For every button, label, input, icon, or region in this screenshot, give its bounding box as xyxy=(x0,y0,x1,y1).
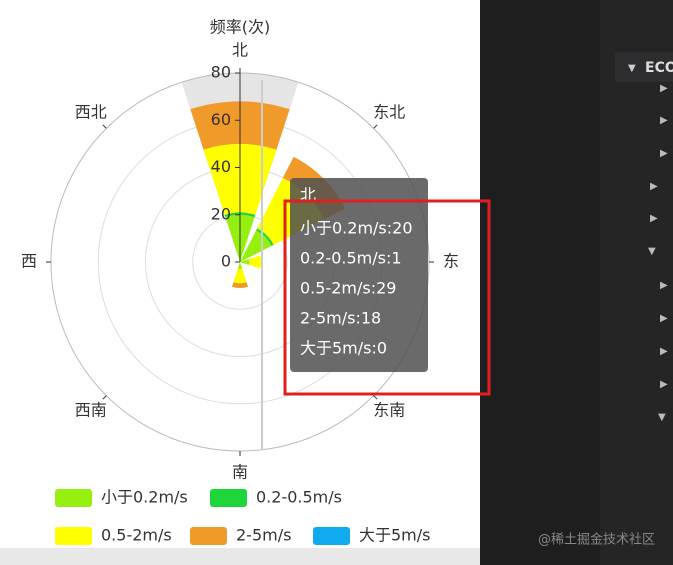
svg-text:▼: ▼ xyxy=(648,246,656,257)
radius-axis-name: 频率(次) xyxy=(210,18,271,37)
angle-label: 西南 xyxy=(75,401,107,420)
legend-swatch xyxy=(55,489,92,507)
bar xyxy=(233,268,247,284)
svg-text:▶: ▶ xyxy=(660,83,668,94)
tooltip: 北 小于0.2m/s:20 0.2-0.5m/s:1 0.5-2m/s:29 2… xyxy=(290,178,428,372)
angle-label: 南 xyxy=(232,463,248,482)
angle-label: 东 xyxy=(443,252,459,271)
angle-label: 北 xyxy=(232,41,248,60)
bar xyxy=(237,262,243,270)
svg-text:▶: ▶ xyxy=(660,115,668,126)
bar xyxy=(248,255,262,269)
tooltip-box xyxy=(290,178,428,372)
collapse-arrow: ▼ xyxy=(628,63,636,74)
legend-label: 2-5m/s xyxy=(236,526,291,545)
tooltip-line: 大于5m/s:0 xyxy=(300,339,387,358)
explorer-header xyxy=(615,52,673,82)
tree-arrows: ▶ ▶ ▶ ▶ ▶ ▼ ▶ ▶ ▶ ▶ ▼ xyxy=(648,83,668,423)
legend-swatch xyxy=(55,527,92,545)
svg-text:▶: ▶ xyxy=(660,280,668,291)
highlight-box xyxy=(283,199,491,396)
svg-text:▶: ▶ xyxy=(650,213,658,224)
angle-label: 西北 xyxy=(75,102,107,121)
angle-tick xyxy=(373,395,378,400)
y-tick-label: 80 xyxy=(211,63,231,82)
tooltip-line: 2-5m/s:18 xyxy=(300,309,381,328)
explorer-section: ECO xyxy=(645,60,673,76)
legend-swatch xyxy=(210,489,247,507)
y-tick-label: 60 xyxy=(211,110,231,129)
bar xyxy=(256,228,274,246)
tooltip-line: 0.5-2m/s:29 xyxy=(300,279,396,298)
svg-text:▶: ▶ xyxy=(660,346,668,357)
y-tick-label: 0 xyxy=(221,252,231,271)
explorer-panel xyxy=(600,0,673,565)
angle-label: 东南 xyxy=(373,401,405,420)
angle-tick xyxy=(102,395,107,400)
watermark: @稀土掘金技术社区 xyxy=(538,532,655,548)
svg-text:▶: ▶ xyxy=(660,148,668,159)
y-tick-label: 40 xyxy=(211,157,231,176)
svg-text:▶: ▶ xyxy=(660,313,668,324)
angle-tick xyxy=(102,124,107,129)
legend-label: 0.5-2m/s xyxy=(101,526,172,545)
svg-text:▼: ▼ xyxy=(658,412,666,423)
angle-tick xyxy=(373,124,378,129)
svg-text:▶: ▶ xyxy=(660,379,668,390)
legend-swatch xyxy=(190,527,227,545)
legend-label: 小于0.2m/s xyxy=(101,488,188,507)
svg-text:▶: ▶ xyxy=(650,181,658,192)
bar xyxy=(240,230,272,262)
tooltip-line: 0.2-0.5m/s:1 xyxy=(300,249,402,268)
scrollbar xyxy=(0,548,480,565)
legend-label: 大于5m/s xyxy=(359,526,431,545)
bar xyxy=(231,282,249,288)
angle-label: 东北 xyxy=(373,102,405,121)
tooltip-line: 小于0.2m/s:20 xyxy=(300,219,413,238)
y-tick-label: 20 xyxy=(211,204,231,223)
angle-label: 西 xyxy=(21,252,37,271)
legend-swatch xyxy=(313,527,350,545)
bar xyxy=(240,259,250,265)
legend-label: 0.2-0.5m/s xyxy=(256,488,342,507)
